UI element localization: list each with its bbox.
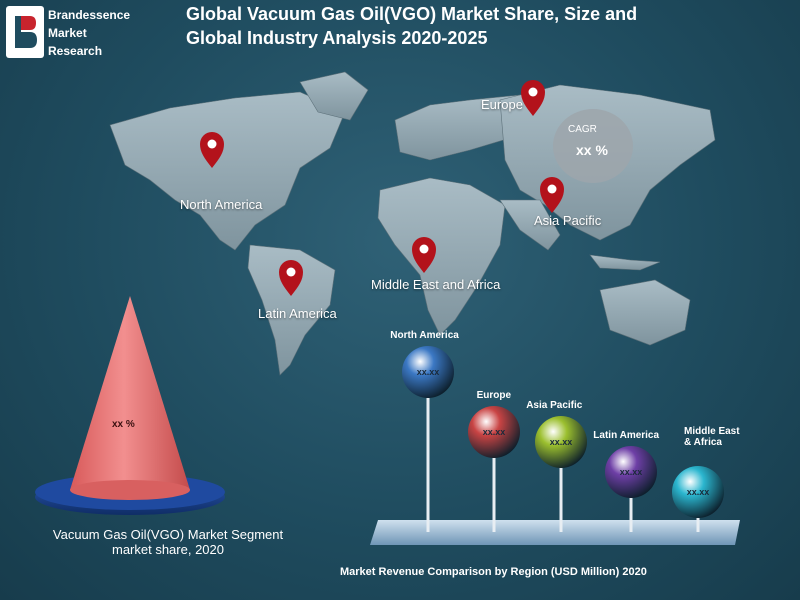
map-south-asia [499, 199, 561, 251]
chart-category-label: North America [390, 330, 459, 341]
title-line-2: Global Industry Analysis 2020-2025 [186, 28, 488, 48]
pin-icon-latin-america [279, 260, 303, 296]
cone-caption-line-2: market share, 2020 [111, 542, 224, 557]
chart-bar-ball [605, 446, 657, 498]
brand-name: Brandessence Market Research [48, 6, 130, 60]
map-south-america [247, 244, 336, 376]
title-line-1: Global Vacuum Gas Oil(VGO) Market Share,… [186, 4, 638, 24]
brand-logo [6, 6, 44, 58]
cone-value: xx % [112, 419, 135, 430]
map-label-latin-america: Latin America [258, 306, 337, 321]
pin-icon-europe [521, 80, 545, 116]
chart-data-label: xx.xx [620, 467, 643, 477]
chart-platform [370, 520, 740, 545]
page-title: Global Vacuum Gas Oil(VGO) Market Share,… [186, 2, 637, 50]
map-pins [200, 80, 564, 296]
pin-icon-middle-east-africa [412, 237, 436, 273]
chart-category-label: Latin America [593, 430, 660, 441]
brand-line-3: Research [48, 44, 103, 58]
cone-chart [35, 296, 225, 515]
map-greenland [299, 71, 369, 121]
map-label-middle-east-africa: Middle East and Africa [371, 277, 501, 292]
cone-caption-line-1: Vacuum Gas Oil(VGO) Market Segment [52, 527, 284, 542]
pin-icon-north-america [200, 132, 224, 168]
map-africa [377, 177, 506, 336]
chart-data-label: xx.xx [687, 487, 710, 497]
chart-category-label: Asia Pacific [526, 400, 583, 411]
brand-line-2: Market [48, 26, 87, 40]
chart-bar-stick [492, 458, 496, 532]
map-label-europe: Europe [481, 97, 523, 112]
map-label-north-america: North America [180, 197, 263, 212]
map-label-asia-pacific: Asia Pacific [534, 213, 602, 228]
chart-bar-ball [468, 406, 520, 458]
map-australia [599, 279, 691, 346]
chart-bar-ball [402, 346, 454, 398]
chart-bar-ball [535, 416, 587, 468]
chart-category-label: Middle East & Africa [684, 426, 740, 448]
pin-icon-asia-pacific [540, 177, 564, 213]
cone-body [70, 296, 190, 498]
chart-data-label: xx.xx [417, 367, 440, 377]
map-north-america [109, 91, 346, 251]
chart-data-label: xx.xx [483, 427, 506, 437]
chart-bar-stick [629, 498, 633, 532]
chart-bar-stick [426, 398, 430, 532]
cagr-value: xx % [576, 142, 608, 158]
chart-bar-stick [559, 468, 563, 532]
cagr-label: CAGR [568, 124, 597, 135]
bubble-bar-chart: xx.xx xx.xx xx.xx xx.xx xx.xx [370, 346, 740, 545]
brand-logo-icon [15, 16, 37, 48]
chart-category-label: Europe [476, 390, 512, 401]
chart-bar-stick [696, 518, 700, 532]
brand-line-1: Brandessence [48, 8, 131, 22]
chart-data-label: xx.xx [550, 437, 573, 447]
chart-bar-ball [672, 466, 724, 518]
map-indonesia [589, 254, 661, 271]
cagr-bubble [553, 109, 633, 183]
chart-title: Market Revenue Comparison by Region (USD… [340, 566, 647, 578]
cone-caption: Vacuum Gas Oil(VGO) Market Segment marke… [20, 527, 316, 557]
